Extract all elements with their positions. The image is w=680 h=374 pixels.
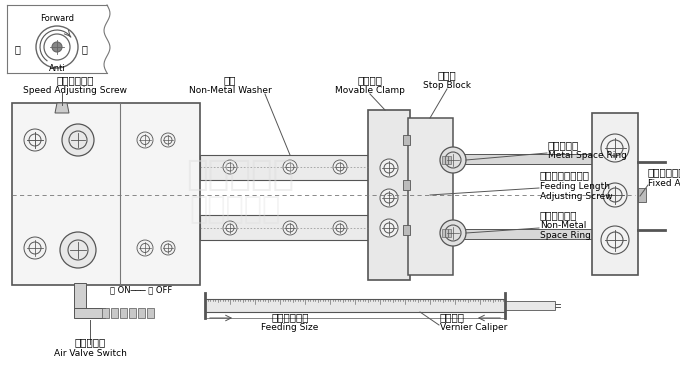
Text: Non-Metal Washer: Non-Metal Washer bbox=[188, 86, 271, 95]
Polygon shape bbox=[55, 103, 69, 113]
Text: 移動夾板: 移動夾板 bbox=[358, 75, 382, 85]
Circle shape bbox=[440, 220, 466, 246]
Text: Movable Clamp: Movable Clamp bbox=[335, 86, 405, 95]
Bar bbox=[442, 156, 445, 164]
Circle shape bbox=[223, 160, 237, 174]
Text: Space Ring: Space Ring bbox=[540, 231, 591, 240]
Bar bbox=[120, 308, 127, 318]
Bar bbox=[453, 229, 592, 239]
Text: 速度調整螺絲: 速度調整螺絲 bbox=[56, 75, 94, 85]
Circle shape bbox=[52, 42, 62, 52]
Text: Forward: Forward bbox=[40, 13, 74, 22]
Circle shape bbox=[380, 159, 398, 177]
Bar bbox=[74, 308, 105, 318]
Text: Speed Adjusting Screw: Speed Adjusting Screw bbox=[23, 86, 127, 95]
Text: Anti: Anti bbox=[49, 64, 65, 73]
Bar bbox=[147, 308, 154, 318]
Bar bbox=[445, 229, 448, 237]
Circle shape bbox=[440, 147, 466, 173]
Text: Metal Space Ring: Metal Space Ring bbox=[548, 151, 627, 160]
Text: 擋止塊: 擋止塊 bbox=[438, 70, 456, 80]
Circle shape bbox=[24, 237, 46, 259]
Bar bbox=[129, 308, 136, 318]
Circle shape bbox=[137, 240, 153, 256]
Circle shape bbox=[24, 129, 46, 151]
Bar bbox=[442, 229, 445, 237]
Bar bbox=[74, 283, 86, 313]
Text: 亞士達機械: 亞士達機械 bbox=[189, 196, 281, 224]
Circle shape bbox=[161, 133, 175, 147]
Bar bbox=[200, 215, 370, 240]
Circle shape bbox=[601, 226, 629, 254]
Text: 游標卡尺: 游標卡尺 bbox=[440, 312, 465, 322]
Bar bbox=[448, 229, 451, 237]
Text: 非金屬間隔環: 非金屬間隔環 bbox=[540, 210, 577, 220]
Bar bbox=[592, 113, 638, 275]
Circle shape bbox=[283, 160, 297, 174]
Text: 空氣閥開關: 空氣閥開關 bbox=[74, 337, 105, 347]
Text: Feeding Size: Feeding Size bbox=[261, 323, 319, 332]
Circle shape bbox=[333, 160, 347, 174]
Circle shape bbox=[161, 241, 175, 255]
Circle shape bbox=[223, 221, 237, 235]
Bar bbox=[453, 154, 592, 164]
Text: 固定微調螺絲: 固定微調螺絲 bbox=[648, 167, 680, 177]
Bar bbox=[138, 308, 145, 318]
Bar bbox=[102, 308, 109, 318]
Bar bbox=[111, 308, 118, 318]
Bar bbox=[638, 188, 646, 202]
Text: Air Valve Switch: Air Valve Switch bbox=[54, 349, 126, 358]
Text: Vernier Caliper: Vernier Caliper bbox=[440, 323, 507, 332]
Text: Stop Block: Stop Block bbox=[423, 81, 471, 90]
Circle shape bbox=[603, 183, 627, 207]
Circle shape bbox=[380, 219, 398, 237]
Text: 順: 順 bbox=[14, 44, 20, 54]
Text: 金屬間隔環: 金屬間隔環 bbox=[548, 140, 579, 150]
Bar bbox=[200, 155, 370, 180]
Text: Non-Metal: Non-Metal bbox=[540, 221, 586, 230]
Circle shape bbox=[62, 124, 94, 156]
Text: 墊圈: 墊圈 bbox=[224, 75, 236, 85]
Bar bbox=[205, 299, 505, 312]
Circle shape bbox=[380, 189, 398, 207]
Text: 反: 反 bbox=[81, 44, 87, 54]
Bar bbox=[403, 135, 410, 145]
Bar bbox=[445, 156, 448, 164]
Bar bbox=[403, 180, 410, 190]
Text: 送料所需尺寸: 送料所需尺寸 bbox=[271, 312, 309, 322]
Circle shape bbox=[283, 221, 297, 235]
Bar bbox=[368, 110, 410, 280]
Bar bbox=[505, 301, 555, 310]
Text: 亞士達機械: 亞士達機械 bbox=[186, 158, 294, 192]
Bar bbox=[403, 225, 410, 235]
Text: Fixed Adjusting Screw: Fixed Adjusting Screw bbox=[648, 179, 680, 188]
Circle shape bbox=[60, 232, 96, 268]
Text: Feeding Length: Feeding Length bbox=[540, 182, 610, 191]
Bar bbox=[12, 103, 200, 285]
Text: Adjusting Screw: Adjusting Screw bbox=[540, 192, 613, 201]
Text: 開 ON─── 關 OFF: 開 ON─── 關 OFF bbox=[110, 285, 172, 294]
Circle shape bbox=[333, 221, 347, 235]
Text: 送料長度微調螺絲: 送料長度微調螺絲 bbox=[540, 170, 590, 180]
Circle shape bbox=[137, 132, 153, 148]
Circle shape bbox=[601, 134, 629, 162]
Bar bbox=[408, 118, 453, 275]
Bar bbox=[448, 156, 451, 164]
